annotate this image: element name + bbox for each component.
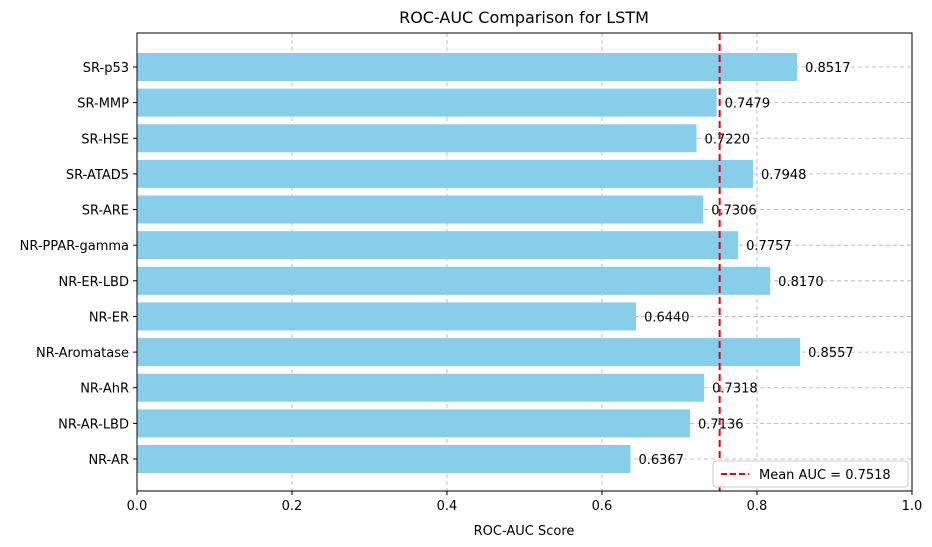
x-tick-label: 0.0 <box>127 499 148 514</box>
bar-nr-ar-lbd <box>137 409 691 438</box>
legend: Mean AUC = 0.7518 <box>712 460 909 488</box>
bar-value-label: 0.6440 <box>644 310 690 325</box>
y-tick-label: NR-AhR <box>80 382 129 397</box>
bar-value-label: 0.8557 <box>808 346 854 361</box>
bar-nr-er <box>137 302 637 331</box>
bar-sr-atad5 <box>137 159 753 188</box>
bar-value-label: 0.8170 <box>778 275 824 290</box>
bar-sr-are <box>137 195 704 224</box>
bar-nr-er-lbd <box>137 266 771 295</box>
bar-value-label: 0.6367 <box>638 453 684 468</box>
y-tick-label: NR-ER-LBD <box>58 275 129 290</box>
bar-value-label: 0.7948 <box>761 168 807 183</box>
bar-value-label: 0.7757 <box>746 239 792 254</box>
bar-sr-mmp <box>137 88 717 117</box>
y-tick-label: NR-ER <box>89 310 129 325</box>
bar-value-label: 0.7318 <box>712 382 758 397</box>
x-tick-label: 0.2 <box>282 499 303 514</box>
axis-ticks: 0.0 0.2 0.4 0.6 0.8 1.0 NR-AR NR-AR-LBD NR-AhR NR… <box>20 61 923 514</box>
bar-sr-hse <box>137 124 697 153</box>
y-tick-label: SR-ATAD5 <box>66 168 129 183</box>
bar-nr-ar <box>137 445 631 473</box>
bar-nr-ppar-gamma <box>137 231 739 260</box>
bar-nr-aromatase <box>137 338 801 367</box>
bar-value-label: 0.7136 <box>698 417 744 432</box>
x-tick-label: 1.0 <box>902 499 923 514</box>
bar-value-label: 0.7306 <box>711 204 757 219</box>
y-tick-label: SR-HSE <box>81 132 129 147</box>
x-tick-label: 0.4 <box>437 499 458 514</box>
plot-frame <box>136 32 913 492</box>
y-tick-label: NR-PPAR-gamma <box>20 239 129 254</box>
y-tick-label: SR-ARE <box>82 204 129 219</box>
legend-mean-label: Mean AUC = 0.7518 <box>759 468 891 483</box>
bar-value-label: 0.7220 <box>705 132 751 147</box>
bar-value-label: 0.8517 <box>805 61 851 76</box>
bar-sr-p53 <box>137 53 798 81</box>
y-tick-label: NR-AR-LBD <box>58 417 129 432</box>
x-tick-label: 0.8 <box>747 499 768 514</box>
x-tick-label: 0.6 <box>592 499 613 514</box>
bar-value-label: 0.7479 <box>725 97 771 112</box>
y-tick-label: SR-p53 <box>83 61 129 76</box>
y-tick-label: NR-AR <box>88 453 129 468</box>
x-axis-label: ROC-AUC Score <box>474 524 575 539</box>
y-tick-label: NR-Aromatase <box>36 346 129 361</box>
y-tick-label: SR-MMP <box>77 97 129 112</box>
bar-nr-ahr <box>137 373 705 402</box>
chart-title: ROC-AUC Comparison for LSTM <box>399 8 649 27</box>
legend-box <box>712 460 909 488</box>
bars: 0.6367 0.7136 0.7318 0.8557 0.6440 0.8170 0.77… <box>137 53 854 473</box>
